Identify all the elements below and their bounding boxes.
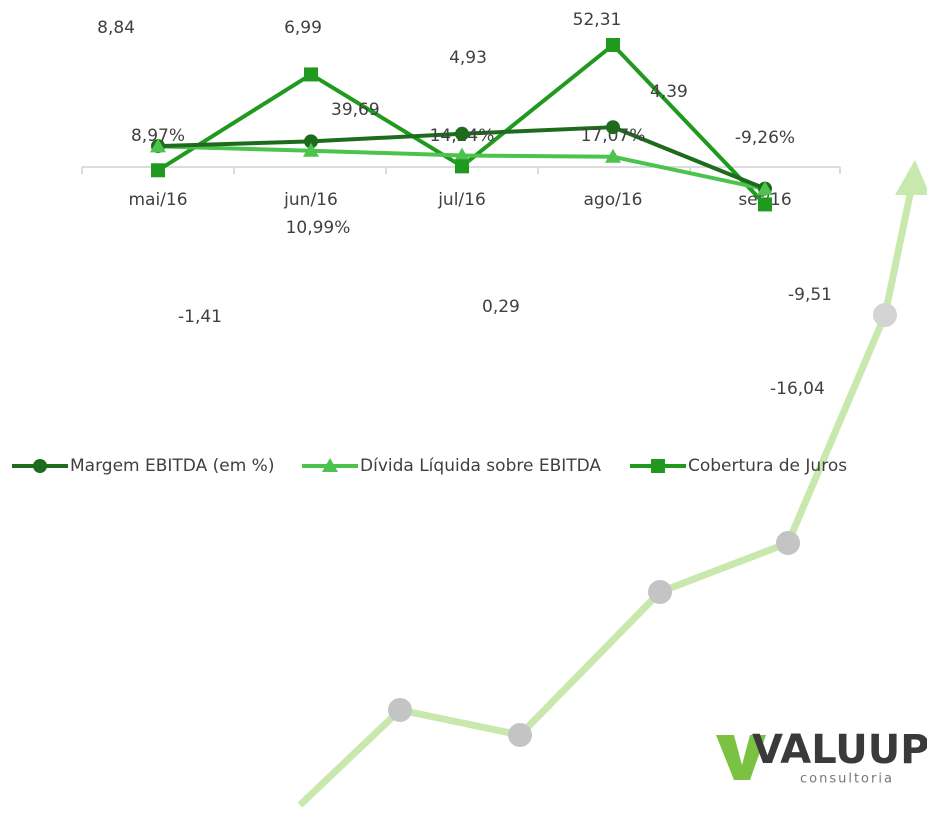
x-tick-label: mai/16: [128, 190, 187, 210]
marker: [455, 159, 469, 173]
data-label: -9,26%: [735, 128, 795, 148]
data-label: 52,31: [573, 10, 622, 30]
series-line: [158, 45, 765, 204]
chart: mai/16jun/16jul/16ago/16set/168,97%10,99…: [12, 10, 847, 476]
decor-dot: [873, 303, 897, 327]
x-tick-label: jun/16: [283, 190, 338, 210]
marker: [455, 127, 469, 141]
marker: [304, 67, 318, 81]
data-label: 10,99%: [286, 218, 351, 238]
data-label: 4,93: [449, 48, 487, 68]
marker: [758, 197, 772, 211]
logo-tagline: consultoria: [800, 772, 894, 787]
marker: [606, 120, 620, 134]
logo-name: VALUUP: [752, 727, 927, 773]
legend-label: Dívida Líquida sobre EBITDA: [360, 456, 601, 476]
decor-dot: [648, 580, 672, 604]
x-tick-label: jul/16: [437, 190, 486, 210]
decor-dot: [508, 723, 532, 747]
legend-label: Margem EBITDA (em %): [70, 456, 274, 476]
logo: VALUUP consultoria: [716, 727, 927, 787]
data-label: 6,99: [284, 18, 322, 38]
data-label: 39,69: [331, 100, 380, 120]
marker: [151, 163, 165, 177]
data-label: 8,84: [97, 18, 135, 38]
legend-marker: [33, 459, 47, 473]
data-label: 0,29: [482, 297, 520, 317]
legend-marker: [651, 459, 665, 473]
page: VALUUP consultoria mai/16 jun/16 jul/16 ago…: [0, 0, 927, 810]
decor-dot: [776, 531, 800, 555]
marker: [606, 38, 620, 52]
x-tick-label: ago/16: [584, 190, 643, 210]
data-label: -9,51: [788, 285, 832, 305]
background-decoration: [300, 160, 927, 805]
decor-dot: [388, 698, 412, 722]
data-label: -16,04: [770, 379, 825, 399]
data-label: 4,39: [650, 82, 688, 102]
legend-label: Cobertura de Juros: [688, 456, 847, 476]
decor-arrow: [895, 160, 927, 195]
data-label: -1,41: [178, 307, 222, 327]
